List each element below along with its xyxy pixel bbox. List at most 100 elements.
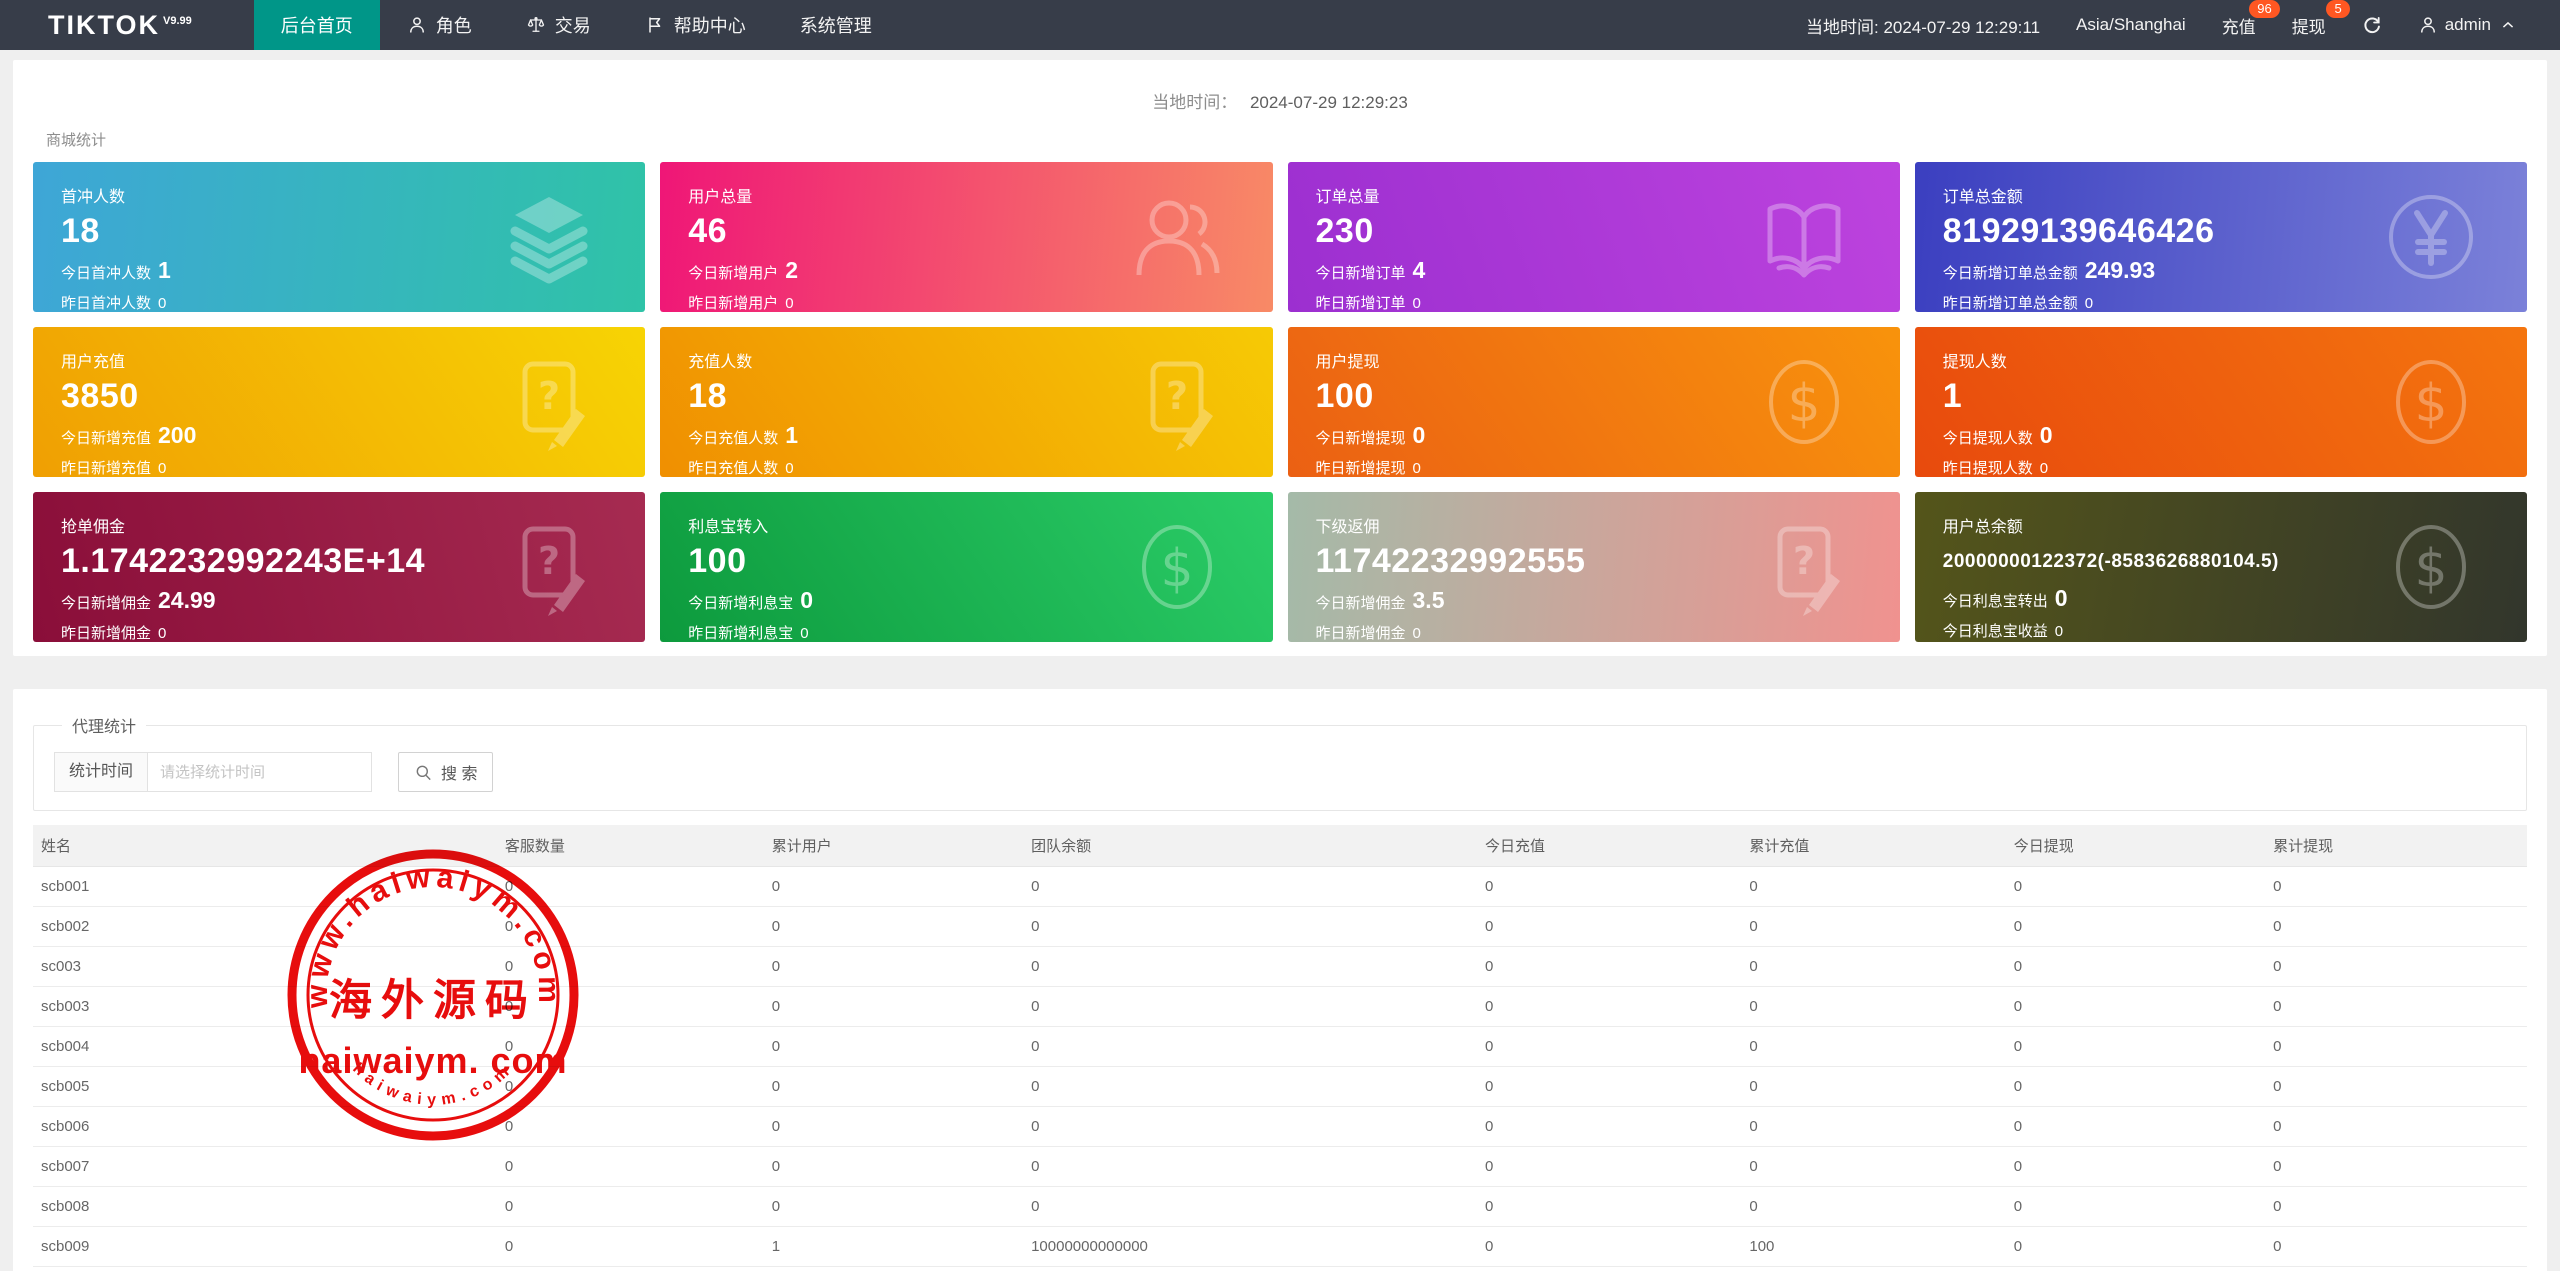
card-title: 用户总量 — [688, 189, 753, 206]
agent-value-cell: 0 — [1741, 1066, 2006, 1107]
stat-card-sub-rebate: 下级返佣 11742232992555 今日新增佣金 3.5 昨日新增佣金 0? — [1287, 492, 1900, 642]
nav-item-roles[interactable]: 角色 — [380, 0, 499, 50]
stat-time-input-group: 统计时间 — [54, 752, 373, 792]
agent-value-cell: 0 — [2005, 1226, 2266, 1267]
table-row-scb005: scb005 0 0 0 0 0 0 0 — [33, 1066, 2527, 1107]
svg-text:$: $ — [2414, 374, 2447, 434]
card-value: 18 — [688, 377, 728, 415]
agent-fieldset: 代理统计 统计时间 搜 索 — [33, 713, 2527, 811]
card-today-line: 今日首冲人数 1 — [61, 257, 171, 283]
card-yesterday-line: 昨日新增佣金 0 — [1315, 625, 1421, 642]
card-value: 11742232992555 — [1315, 542, 1586, 580]
table-row-scb006: scb006 0 0 0 0 0 0 0 — [33, 1106, 2527, 1147]
card-today-line: 今日新增订单 4 — [1315, 257, 1426, 283]
nav-item-help[interactable]: 帮助中心 — [618, 0, 773, 50]
col-team-balance: 团队余额 — [1023, 825, 1477, 867]
stat-card-total-orders: 订单总量 230 今日新增订单 4 昨日新增订单 0 — [1287, 162, 1900, 312]
card-yesterday-line: 昨日新增订单 0 — [1315, 295, 1421, 312]
agent-value-cell: 0 — [1477, 1146, 1742, 1187]
agent-value-cell: 0 — [763, 1146, 1024, 1187]
col-service-count: 客服数量 — [496, 825, 764, 867]
card-value: 1.1742232992243E+14 — [61, 542, 426, 580]
app-logo[interactable]: TIKTOK V9.99 — [48, 10, 192, 41]
user-menu[interactable]: admin — [2418, 15, 2518, 35]
card-today-line: 今日利息宝转出 0 — [1942, 585, 2068, 611]
agent-value-cell: 0 — [763, 1026, 1024, 1067]
agent-value-cell: 10000000000000 — [1023, 1226, 1477, 1267]
page-local-time-label: 当地时间： — [1152, 93, 1238, 112]
card-title: 充值人数 — [688, 354, 753, 371]
svg-text:?: ? — [538, 374, 560, 418]
agent-value-cell: 0 — [1023, 866, 1477, 907]
card-value: 81929139646426 — [1942, 212, 2215, 250]
card-value: 18 — [61, 212, 100, 250]
card-yesterday-line: 昨日首冲人数 0 — [61, 295, 167, 312]
card-value: 20000000122372(-8583626880104.5) — [1942, 551, 2279, 572]
card-today-line: 今日新增订单总金额 249.93 — [1942, 257, 2156, 283]
nav-item-system[interactable]: 系统管理 — [799, 16, 872, 36]
agent-value-cell: 0 — [2005, 866, 2266, 907]
agent-value-cell: 0 — [496, 946, 764, 987]
agent-value-cell: 0 — [1477, 1106, 1742, 1147]
card-today-line: 今日新增佣金 24.99 — [61, 587, 216, 613]
agent-value-cell: 0 — [2265, 1266, 2527, 1271]
agent-value-cell: 0 — [2005, 946, 2266, 987]
refresh-button[interactable] — [2362, 15, 2382, 35]
agent-panel: 代理统计 统计时间 搜 索 姓名 — [13, 689, 2547, 1271]
card-value: 1 — [1942, 377, 1963, 415]
agent-value-cell: 0 — [763, 1266, 1024, 1271]
agent-value-cell: 0 — [1023, 1266, 1477, 1271]
nav-item-trade[interactable]: 交易 — [499, 0, 618, 50]
stat-card-first-recharge-users: 首冲人数 18 今日首冲人数 1 昨日首冲人数 0 — [33, 162, 646, 312]
col-total-withdraw: 累计提现 — [2265, 825, 2527, 867]
nav-recharge[interactable]: 充值 96 — [2222, 0, 2280, 38]
withdraw-badge: 5 — [2326, 0, 2350, 18]
dollar-icon: $ — [1754, 352, 1854, 452]
agent-value-cell: 0 — [1023, 1186, 1477, 1227]
agent-value-cell: 0 — [2265, 906, 2527, 947]
agent-value-cell: 0 — [1477, 906, 1742, 947]
agent-value-cell: 0 — [2265, 1226, 2527, 1267]
stats-section-title: 商城统计 — [46, 132, 107, 149]
search-button[interactable]: 搜 索 — [398, 752, 494, 792]
user-icon — [2418, 15, 2438, 35]
card-today-line: 今日新增用户 2 — [688, 257, 799, 283]
stat-card-user-recharge: 用户充值 3850 今日新增充值 200 昨日新增充值 0? — [33, 327, 646, 477]
logo-version: V9.99 — [163, 14, 192, 27]
agent-value-cell: 0 — [1477, 1266, 1742, 1271]
card-yesterday-line: 昨日新增利息宝 0 — [688, 625, 809, 642]
survey-icon: ? — [499, 517, 599, 617]
card-yesterday-line: 昨日新增提现 0 — [1315, 460, 1421, 477]
table-row-scb010: scb0100000000 — [33, 1266, 2527, 1271]
stat-card-total-order-amount: 订单总金额 81929139646426 今日新增订单总金额 249.93 昨日新增订单… — [1914, 162, 2527, 312]
agent-table: 姓名 客服数量 累计用户 团队余额 今日充值 累计充值 今日提现 累计提现 sc… — [33, 825, 2527, 1271]
agent-value-cell: 0 — [496, 866, 764, 907]
nav-withdraw[interactable]: 提现 5 — [2292, 0, 2350, 38]
stat-time-input[interactable] — [147, 752, 373, 792]
agent-value-cell: 0 — [496, 1106, 764, 1147]
agent-name-cell: scb004 — [33, 1026, 497, 1067]
stats-panel: 当地时间： 2024-07-29 12:29:23 商城统计 首冲人数 18 今日首… — [13, 60, 2547, 656]
logo-text: TIKTOK — [48, 9, 160, 40]
agent-value-cell: 0 — [1023, 946, 1477, 987]
refresh-icon — [2362, 15, 2382, 35]
main-menu: 后台首页 角色 交易 帮助中心 系统管理 — [253, 0, 899, 50]
agent-value-cell: 0 — [1741, 1146, 2006, 1187]
card-yesterday-line: 昨日新增佣金 0 — [61, 625, 167, 642]
col-name: 姓名 — [33, 825, 497, 867]
card-today-line: 今日新增佣金 3.5 — [1315, 587, 1445, 613]
book-icon — [1754, 187, 1854, 287]
nav-item-home[interactable]: 后台首页 — [253, 0, 380, 50]
stat-card-user-total-balance: 用户总余额 20000000122372(-8583626880104.5) 今日利… — [1914, 492, 2527, 642]
person-icon — [407, 15, 427, 35]
agent-value-cell: 0 — [1477, 986, 1742, 1027]
agent-value-cell: 0 — [1477, 866, 1742, 907]
card-yesterday-line: 昨日新增充值 0 — [61, 460, 167, 477]
card-value: 46 — [688, 212, 728, 250]
dollar-icon: $ — [1127, 517, 1227, 617]
search-icon — [414, 763, 433, 782]
agent-name-cell: scb008 — [33, 1186, 497, 1227]
card-yesterday-line: 昨日充值人数 0 — [688, 460, 794, 477]
agent-value-cell: 0 — [763, 1186, 1024, 1227]
